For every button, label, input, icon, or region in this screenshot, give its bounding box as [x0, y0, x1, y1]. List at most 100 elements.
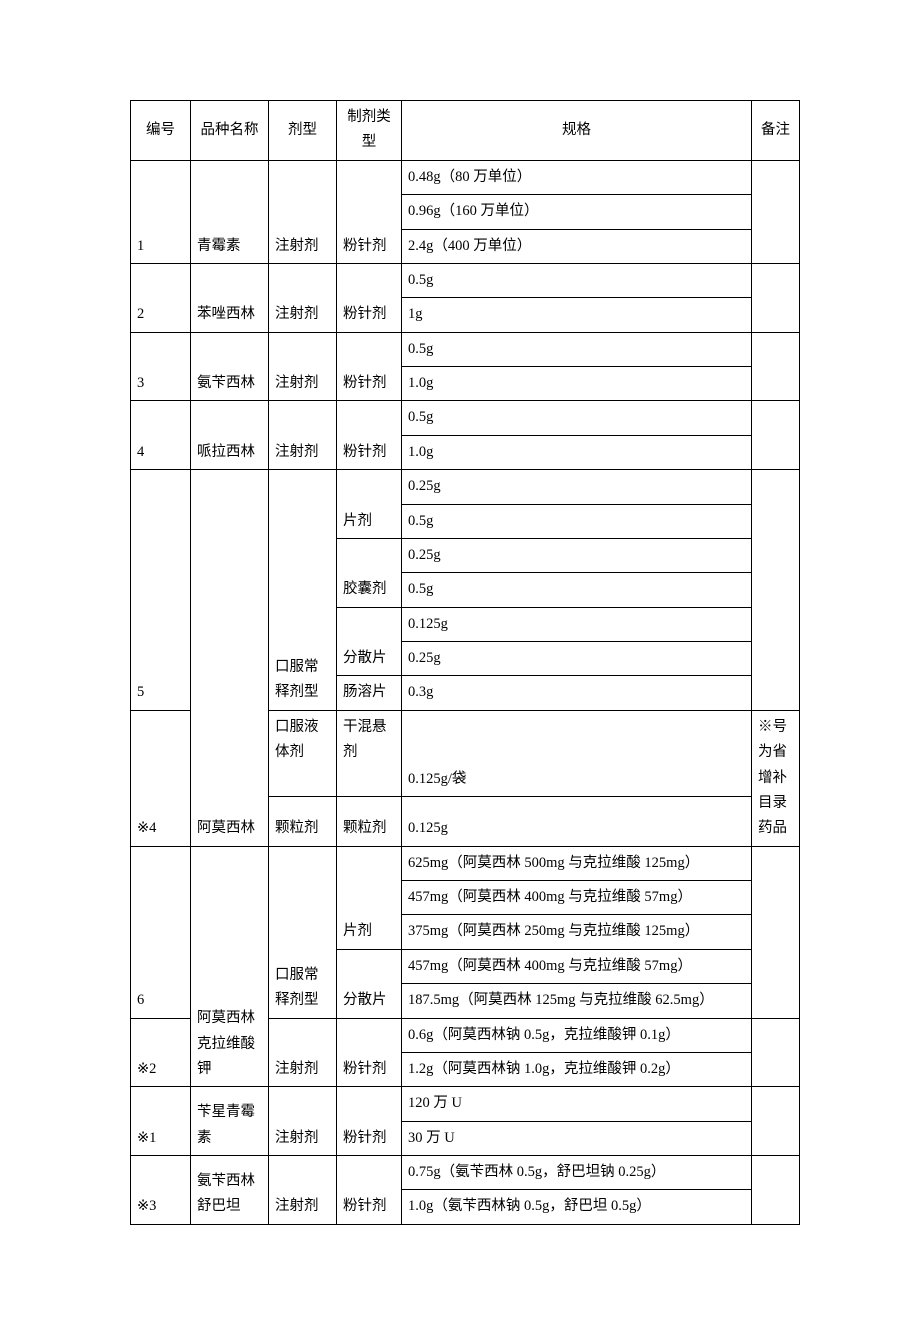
cell-form: 注射剂 — [269, 160, 337, 263]
header-row: 编号 品种名称 剂型 制剂类型 规格 备注 — [131, 101, 800, 161]
cell-form: 注射剂 — [269, 401, 337, 470]
col-name: 品种名称 — [191, 101, 269, 161]
col-id: 编号 — [131, 101, 191, 161]
cell-note — [752, 401, 800, 470]
cell-id: 2 — [131, 263, 191, 332]
cell-spec: 0.125g/袋 — [402, 710, 752, 796]
cell-name: 氨苄西林 — [191, 332, 269, 401]
cell-spec: 30 万 U — [402, 1121, 752, 1155]
cell-id: ※3 — [131, 1156, 191, 1225]
cell-name: 苯唑西林 — [191, 263, 269, 332]
cell-spec: 375mg（阿莫西林 250mg 与克拉维酸 125mg） — [402, 915, 752, 949]
cell-prep: 分散片 — [337, 607, 402, 676]
table-body: 1 青霉素 注射剂 粉针剂 0.48g（80 万单位） 0.96g（160 万单… — [131, 160, 800, 1224]
cell-name: 苄星青霉素 — [191, 1087, 269, 1156]
cell-form: 注射剂 — [269, 1156, 337, 1225]
cell-id: ※2 — [131, 1018, 191, 1087]
cell-spec: 0.125g — [402, 607, 752, 641]
cell-form: 口服常释剂型 — [269, 846, 337, 1018]
cell-prep: 胶囊剂 — [337, 538, 402, 607]
cell-spec: 0.5g — [402, 573, 752, 607]
cell-note: ※号为省增补目录药品 — [752, 710, 800, 846]
cell-prep: 片剂 — [337, 846, 402, 949]
cell-spec: 0.125g — [402, 797, 752, 847]
drug-table: 编号 品种名称 剂型 制剂类型 规格 备注 1 青霉素 注射剂 粉针剂 0.48… — [130, 100, 800, 1225]
cell-id: 5 — [131, 470, 191, 711]
cell-note — [752, 332, 800, 401]
cell-spec: 187.5mg（阿莫西林 125mg 与克拉维酸 62.5mg） — [402, 984, 752, 1018]
cell-spec: 1.0g（氨苄西林钠 0.5g，舒巴坦 0.5g） — [402, 1190, 752, 1224]
col-spec: 规格 — [402, 101, 752, 161]
table-row: 2 苯唑西林 注射剂 粉针剂 0.5g — [131, 263, 800, 297]
cell-spec: 0.48g（80 万单位） — [402, 160, 752, 194]
cell-id: 6 — [131, 846, 191, 1018]
cell-note — [752, 160, 800, 263]
cell-spec: 0.5g — [402, 332, 752, 366]
cell-spec: 1g — [402, 298, 752, 332]
cell-prep: 分散片 — [337, 949, 402, 1018]
cell-spec: 0.6g（阿莫西林钠 0.5g，克拉维酸钾 0.1g） — [402, 1018, 752, 1052]
cell-form: 注射剂 — [269, 1087, 337, 1156]
col-prep: 制剂类型 — [337, 101, 402, 161]
cell-spec: 0.5g — [402, 263, 752, 297]
table-row: ※3 氨苄西林舒巴坦 注射剂 粉针剂 0.75g（氨苄西林 0.5g，舒巴坦钠 … — [131, 1156, 800, 1190]
cell-form: 口服常释剂型 — [269, 470, 337, 711]
cell-prep: 颗粒剂 — [337, 797, 402, 847]
cell-prep: 粉针剂 — [337, 401, 402, 470]
col-note: 备注 — [752, 101, 800, 161]
cell-prep: 干混悬剂 — [337, 710, 402, 796]
cell-spec: 0.25g — [402, 470, 752, 504]
col-form: 剂型 — [269, 101, 337, 161]
cell-name: 哌拉西林 — [191, 401, 269, 470]
cell-spec: 0.5g — [402, 401, 752, 435]
table-row: 3 氨苄西林 注射剂 粉针剂 0.5g — [131, 332, 800, 366]
cell-prep: 粉针剂 — [337, 1156, 402, 1225]
cell-spec: 1.2g（阿莫西林钠 1.0g，克拉维酸钾 0.2g） — [402, 1052, 752, 1086]
cell-note — [752, 1087, 800, 1156]
cell-prep: 粉针剂 — [337, 1087, 402, 1156]
cell-id: 1 — [131, 160, 191, 263]
cell-spec: 2.4g（400 万单位） — [402, 229, 752, 263]
cell-prep: 粉针剂 — [337, 263, 402, 332]
cell-name: 氨苄西林舒巴坦 — [191, 1156, 269, 1225]
cell-id: ※1 — [131, 1087, 191, 1156]
table-row: 4 哌拉西林 注射剂 粉针剂 0.5g — [131, 401, 800, 435]
cell-spec: 0.25g — [402, 642, 752, 676]
cell-spec: 0.5g — [402, 504, 752, 538]
cell-spec: 457mg（阿莫西林 400mg 与克拉维酸 57mg） — [402, 881, 752, 915]
cell-name: 阿莫西林 — [191, 470, 269, 847]
cell-form: 注射剂 — [269, 263, 337, 332]
cell-name: 青霉素 — [191, 160, 269, 263]
cell-note — [752, 470, 800, 711]
cell-id: 3 — [131, 332, 191, 401]
cell-id: ※4 — [131, 710, 191, 846]
cell-spec: 0.75g（氨苄西林 0.5g，舒巴坦钠 0.25g） — [402, 1156, 752, 1190]
cell-id: 4 — [131, 401, 191, 470]
cell-spec: 0.96g（160 万单位） — [402, 195, 752, 229]
cell-note — [752, 1156, 800, 1225]
cell-prep: 粉针剂 — [337, 332, 402, 401]
table-row: ※1 苄星青霉素 注射剂 粉针剂 120 万 U — [131, 1087, 800, 1121]
table-row: 5 阿莫西林 口服常释剂型 片剂 0.25g — [131, 470, 800, 504]
cell-form: 口服液体剂 — [269, 710, 337, 796]
cell-spec: 0.25g — [402, 538, 752, 572]
cell-spec: 457mg（阿莫西林 400mg 与克拉维酸 57mg） — [402, 949, 752, 983]
cell-spec: 1.0g — [402, 367, 752, 401]
cell-name: 阿莫西林克拉维酸钾 — [191, 846, 269, 1087]
cell-spec: 0.3g — [402, 676, 752, 710]
cell-spec: 1.0g — [402, 435, 752, 469]
table-row: 6 阿莫西林克拉维酸钾 口服常释剂型 片剂 625mg（阿莫西林 500mg 与… — [131, 846, 800, 880]
cell-form: 颗粒剂 — [269, 797, 337, 847]
cell-form: 注射剂 — [269, 332, 337, 401]
cell-prep: 片剂 — [337, 470, 402, 539]
cell-form: 注射剂 — [269, 1018, 337, 1087]
cell-prep: 粉针剂 — [337, 1018, 402, 1087]
cell-prep: 粉针剂 — [337, 160, 402, 263]
table-row: 1 青霉素 注射剂 粉针剂 0.48g（80 万单位） — [131, 160, 800, 194]
cell-note — [752, 263, 800, 332]
cell-note — [752, 846, 800, 1018]
cell-spec: 120 万 U — [402, 1087, 752, 1121]
cell-spec: 625mg（阿莫西林 500mg 与克拉维酸 125mg） — [402, 846, 752, 880]
cell-prep: 肠溶片 — [337, 676, 402, 710]
cell-note — [752, 1018, 800, 1087]
